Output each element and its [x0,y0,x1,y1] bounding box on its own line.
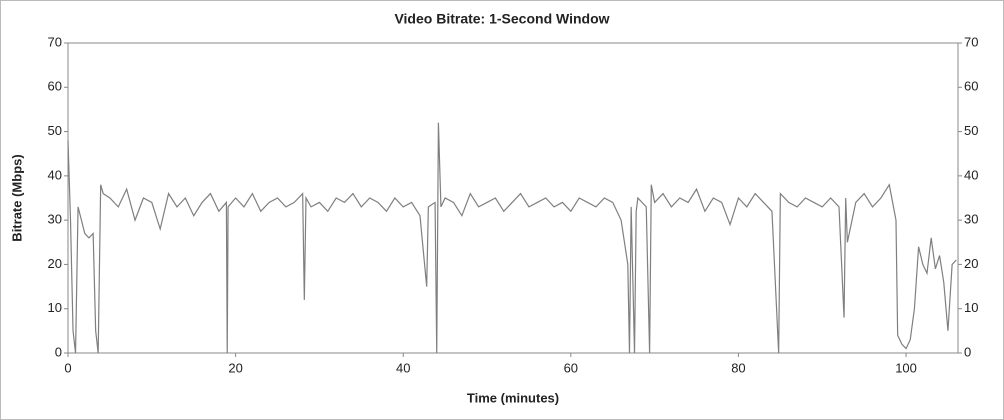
y-tick-label: 20 [48,256,62,271]
y2-tick-label: 50 [964,123,978,138]
x-tick-label: 100 [895,360,917,375]
y2-tick-label: 10 [964,300,978,315]
y-tick-label: 50 [48,123,62,138]
bitrate-line [67,122,957,354]
y2-tick-label: 30 [964,212,978,227]
x-tick-label: 60 [564,360,578,375]
y-tick-label: 60 [48,79,62,94]
x-tick-label: 80 [731,360,745,375]
chart-title: Video Bitrate: 1-Second Window [394,11,609,27]
y-tick-label: 70 [48,34,62,49]
y-tick-label: 40 [48,167,62,182]
x-tick-label: 40 [396,360,410,375]
y-tick-label: 10 [48,300,62,315]
x-tick-label: 0 [64,360,71,375]
y2-tick-label: 60 [964,79,978,94]
plot-area [67,42,959,354]
y2-tick-label: 0 [964,344,971,359]
x-tick-label: 20 [228,360,242,375]
y-tick-label: 30 [48,212,62,227]
y-axis-label: Bitrate (Mbps) [9,154,24,241]
y-tick-label: 0 [55,344,62,359]
y2-tick-label: 20 [964,256,978,271]
x-axis-label: Time (minutes) [467,390,559,405]
y2-tick-label: 70 [964,34,978,49]
y2-tick-label: 40 [964,167,978,182]
